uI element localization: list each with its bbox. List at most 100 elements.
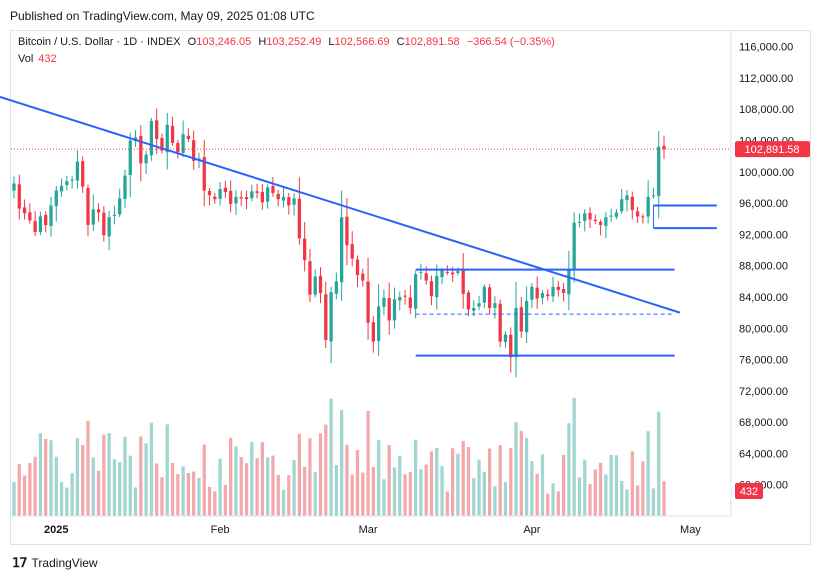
candle-body — [662, 145, 666, 150]
volume-bar — [139, 436, 143, 516]
candle-body — [651, 195, 656, 197]
candle-body — [630, 196, 634, 211]
volume-bar — [435, 448, 439, 516]
candle-body — [28, 212, 32, 221]
candle-body — [514, 307, 518, 358]
candle-body — [33, 221, 37, 233]
candle-body — [620, 199, 624, 212]
x-tick-label: Apr — [523, 524, 540, 536]
volume-bar — [456, 453, 460, 516]
volume-bar — [118, 461, 122, 516]
volume-bar — [429, 451, 434, 516]
volume-bar — [625, 489, 629, 516]
candle-body — [403, 295, 407, 297]
candle-body — [276, 193, 280, 200]
candle-body — [567, 269, 571, 295]
y-tick-label: 64,000.00 — [739, 448, 788, 460]
candle-body — [65, 181, 69, 186]
candle-body — [625, 195, 629, 201]
volume-bar — [445, 491, 449, 516]
candle-body — [54, 190, 58, 207]
axes: 60,000.0064,000.0068,000.0072,000.0076,0… — [11, 31, 810, 536]
volume-bar — [519, 430, 523, 516]
volume-bar — [646, 431, 650, 516]
candle-body — [239, 197, 243, 199]
volume-bar — [340, 409, 344, 516]
candle-body — [186, 135, 191, 139]
volume-bar — [213, 491, 217, 516]
volume-bar — [54, 456, 58, 516]
volume-bar — [588, 483, 592, 516]
candle-body — [96, 209, 101, 213]
candle-body — [334, 281, 338, 294]
volume-bar — [620, 480, 624, 516]
candle-body — [155, 120, 159, 139]
volume-bar — [498, 445, 502, 516]
x-tick-label: Mar — [359, 524, 378, 536]
low-label: L — [328, 36, 335, 48]
candle-body — [192, 140, 196, 161]
candle-body — [583, 213, 587, 221]
volume-bar — [318, 433, 323, 516]
candle-body — [202, 157, 206, 191]
volume-value: 432 — [38, 53, 57, 65]
volume-bar — [509, 448, 513, 516]
candle-body — [588, 212, 592, 220]
volume-label: Vol — [18, 53, 34, 65]
volume-bar — [186, 473, 191, 516]
candle-body — [181, 134, 185, 153]
volume-bar — [281, 489, 286, 516]
volume-bar — [160, 477, 164, 516]
volume-bar — [324, 424, 328, 516]
candle-body — [472, 307, 476, 311]
volume-bar — [345, 444, 349, 516]
tradingview-brand[interactable]: 𝟣𝟩 TradingView — [12, 555, 98, 571]
candle-body — [107, 217, 111, 237]
y-tick-label: 68,000.00 — [739, 417, 788, 429]
candle-body — [635, 211, 640, 217]
last-price-label: 102,891.58 — [744, 144, 799, 156]
candle-body — [91, 209, 95, 225]
volume-bar — [392, 467, 397, 516]
x-tick-label: Feb — [211, 524, 230, 536]
volume-bar — [218, 458, 222, 516]
volume-bar — [96, 470, 101, 516]
volume-bar — [260, 442, 265, 516]
volume-bar — [577, 477, 582, 516]
candle-body — [398, 296, 402, 301]
volume-bar — [123, 436, 127, 516]
candle-body — [144, 154, 148, 164]
candle-body — [609, 215, 613, 217]
candle-body — [86, 187, 90, 225]
candle-body — [324, 294, 328, 340]
candle-body — [112, 214, 117, 216]
candle-body — [345, 216, 349, 246]
candle-body — [255, 191, 259, 193]
volume-bar — [466, 447, 471, 516]
candle-body — [519, 307, 523, 332]
candle-body — [435, 275, 439, 298]
candle-body — [266, 187, 270, 202]
volume-bar — [266, 457, 270, 516]
candle-body — [366, 281, 370, 323]
volume-bar — [472, 478, 476, 516]
candle-body — [540, 293, 545, 298]
volume-bar — [223, 484, 228, 516]
candle-body — [408, 297, 412, 308]
volume-bar — [244, 463, 249, 516]
volume-bar — [419, 469, 423, 516]
candle-body — [218, 189, 222, 199]
volume-bar — [598, 462, 603, 516]
volume-bar — [297, 433, 302, 516]
candle-body — [598, 221, 603, 225]
volume-bar — [12, 482, 16, 516]
candle-body — [535, 287, 539, 299]
volume-bar — [503, 482, 508, 516]
candle-body — [17, 184, 21, 209]
candle-body — [424, 273, 428, 281]
candle-body — [102, 212, 106, 236]
candle-body — [387, 298, 391, 321]
published-header: Published on TradingView.com, May 09, 20… — [10, 9, 315, 23]
volume-legend: Vol 432 — [18, 53, 57, 65]
